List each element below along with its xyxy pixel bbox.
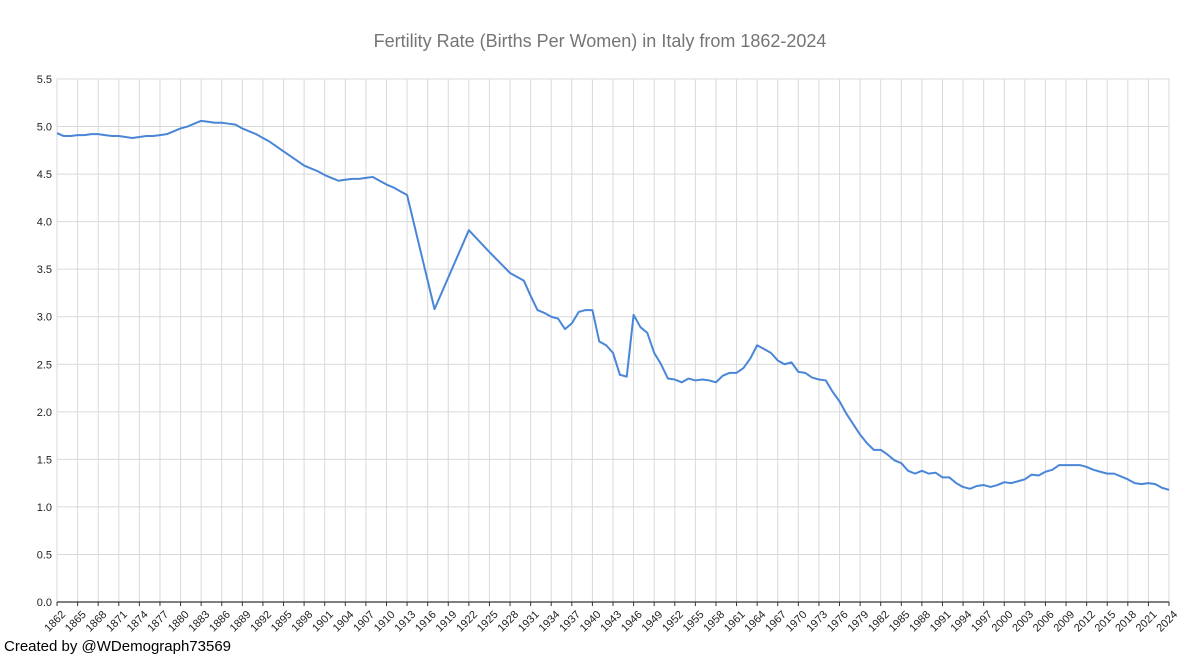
x-tick-label: 2006 xyxy=(1031,609,1057,635)
x-tick-label: 1991 xyxy=(928,609,954,635)
x-tick-label: 1964 xyxy=(743,609,769,635)
x-tick-label: 2003 xyxy=(1010,609,1036,635)
x-tick-label: 1970 xyxy=(784,609,810,635)
x-tick-label: 1997 xyxy=(969,609,995,635)
x-tick-label: 1967 xyxy=(763,609,789,635)
x-tick-label: 2024 xyxy=(1154,609,1180,635)
y-tick-label: 5.5 xyxy=(37,74,52,86)
x-tick-label: 1928 xyxy=(495,609,521,635)
x-tick-label: 1952 xyxy=(660,609,686,635)
x-tick-label: 1874 xyxy=(125,609,151,635)
x-tick-label: 2021 xyxy=(1134,609,1160,635)
x-tick-label: 1988 xyxy=(907,609,933,635)
x-tick-label: 1982 xyxy=(866,609,892,635)
x-tick-label: 1973 xyxy=(804,609,830,635)
x-tick-label: 1985 xyxy=(887,609,913,635)
y-tick-label: 1.0 xyxy=(37,502,52,514)
x-tick-label: 1898 xyxy=(290,609,316,635)
x-tick-label: 1889 xyxy=(228,609,254,635)
y-tick-label: 0.5 xyxy=(37,549,52,561)
y-tick-label: 3.0 xyxy=(37,312,52,324)
x-tick-label: 1886 xyxy=(207,609,233,635)
y-tick-label: 5.0 xyxy=(37,122,52,134)
x-tick-label: 1937 xyxy=(557,609,583,635)
grid xyxy=(56,78,1170,603)
credit-text: Created by @WDemograph73569 xyxy=(4,638,232,655)
x-axis-ticks: 1862186518681871187418771880188318861889… xyxy=(42,602,1180,635)
series-line xyxy=(56,119,1170,491)
y-axis-ticks: 0.0 0.5 1.0 1.5 2.0 2.5 3.0 3.5 4.0 4.5 5.0 5.5 xyxy=(37,74,52,609)
x-tick-label: 1934 xyxy=(537,609,563,635)
x-tick-label: 1922 xyxy=(454,609,480,635)
x-tick-label: 1931 xyxy=(516,609,542,635)
y-tick-label: 1.5 xyxy=(37,454,52,466)
x-tick-label: 1925 xyxy=(475,609,501,635)
y-tick-label: 2.0 xyxy=(37,407,52,419)
x-tick-label: 1892 xyxy=(248,609,274,635)
x-tick-label: 2009 xyxy=(1051,609,1077,635)
x-tick-label: 1943 xyxy=(598,609,624,635)
x-tick-label: 1961 xyxy=(722,609,748,635)
x-tick-label: 1946 xyxy=(619,609,645,635)
y-tick-label: 0.0 xyxy=(37,597,52,609)
x-tick-label: 1862 xyxy=(42,609,68,635)
y-tick-label: 4.5 xyxy=(37,169,52,181)
x-tick-label: 1940 xyxy=(578,609,604,635)
x-tick-label: 1910 xyxy=(372,609,398,635)
x-tick-label: 1955 xyxy=(681,609,707,635)
x-tick-label: 1904 xyxy=(331,609,357,635)
x-tick-label: 1949 xyxy=(640,609,666,635)
y-tick-label: 4.0 xyxy=(37,217,52,229)
chart-title: Fertility Rate (Births Per Women) in Ita… xyxy=(374,31,827,51)
x-tick-label: 1958 xyxy=(701,609,727,635)
x-tick-label: 1895 xyxy=(269,609,295,635)
x-tick-label: 1979 xyxy=(846,609,872,635)
y-tick-label: 2.5 xyxy=(37,359,52,371)
x-tick-label: 1868 xyxy=(84,609,110,635)
x-tick-label: 1976 xyxy=(825,609,851,635)
x-tick-label: 1883 xyxy=(187,609,213,635)
x-tick-label: 1871 xyxy=(104,609,130,635)
x-tick-label: 1916 xyxy=(413,609,439,635)
series-group xyxy=(56,119,1170,491)
x-tick-label: 1994 xyxy=(948,609,974,635)
x-tick-label: 2012 xyxy=(1072,609,1098,635)
x-tick-label: 1919 xyxy=(434,609,460,635)
x-tick-label: 2000 xyxy=(990,609,1016,635)
x-tick-label: 1865 xyxy=(63,609,89,635)
x-tick-label: 1901 xyxy=(310,609,336,635)
x-tick-label: 1877 xyxy=(145,609,171,635)
x-tick-label: 2015 xyxy=(1093,609,1119,635)
y-tick-label: 3.5 xyxy=(37,264,52,276)
x-tick-label: 2018 xyxy=(1113,609,1139,635)
x-tick-label: 1907 xyxy=(351,609,377,635)
x-tick-label: 1880 xyxy=(166,609,192,635)
x-tick-label: 1913 xyxy=(392,609,418,635)
